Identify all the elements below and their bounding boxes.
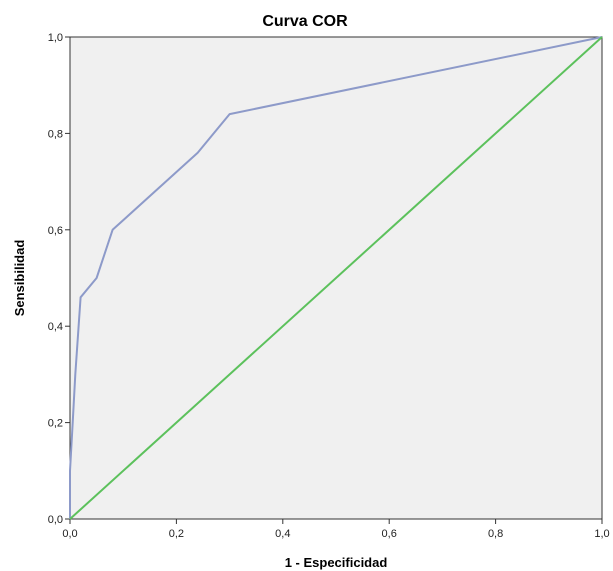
series-layer: [69, 36, 603, 520]
y-tick-label: 0,4: [48, 321, 63, 333]
chart-title: Curva COR: [262, 13, 348, 30]
x-tick-label: 0,2: [169, 528, 184, 540]
x-tick-label: 0,8: [488, 528, 503, 540]
y-tick-label: 1,0: [48, 32, 63, 44]
y-axis: 0,0 0,2 0,4 0,6 0,8 1,0: [48, 32, 70, 526]
y-axis-label: Sensibilidad: [12, 240, 27, 317]
y-tick-label: 0,0: [48, 514, 63, 526]
x-tick-label: 0,6: [382, 528, 397, 540]
y-tick-label: 0,2: [48, 418, 63, 430]
x-axis: 0,0 0,2 0,4 0,6 0,8 1,0: [62, 519, 610, 540]
y-tick-label: 0,6: [48, 225, 63, 237]
x-tick-label: 1,0: [594, 528, 609, 540]
x-axis-label: 1 - Especificidad: [285, 555, 388, 570]
roc-curve-line: [69, 36, 603, 519]
y-tick-label: 0,8: [48, 128, 63, 140]
x-tick-label: 0,0: [62, 528, 77, 540]
x-tick-label: 0,4: [275, 528, 290, 540]
reference-diagonal-line: [69, 36, 603, 520]
